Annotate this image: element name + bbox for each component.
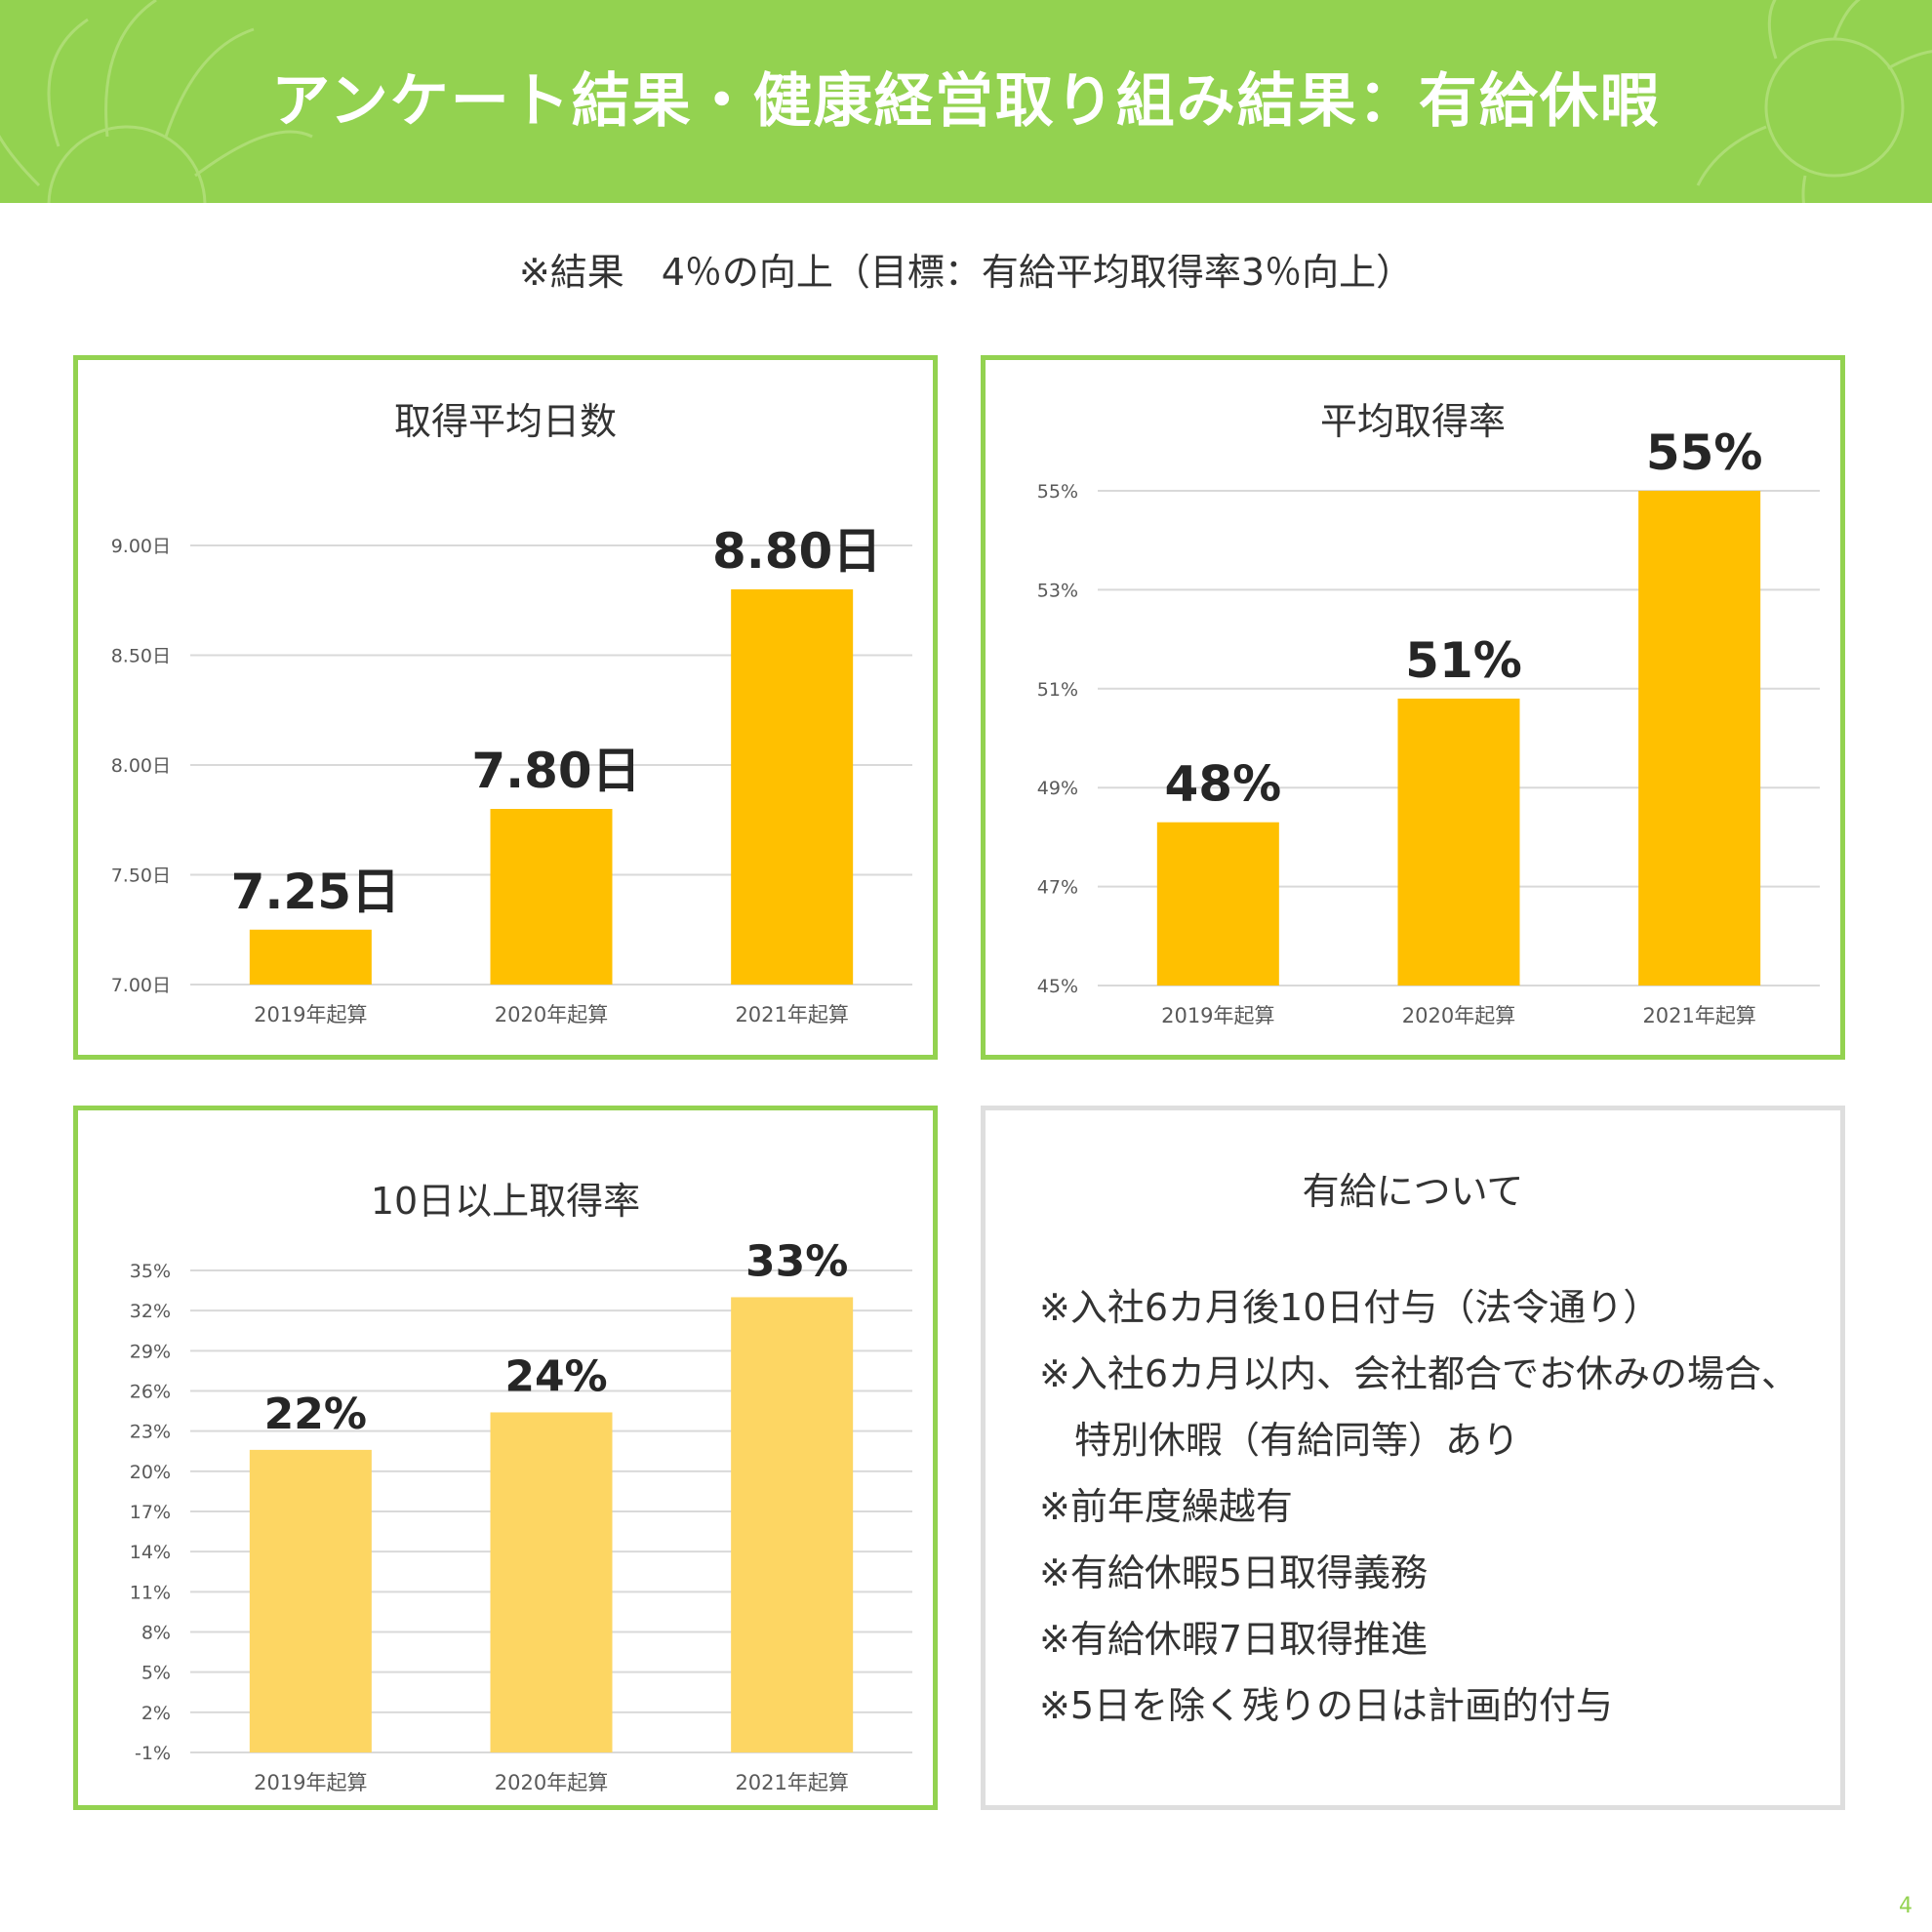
y-tick-label: 2%	[141, 1703, 171, 1724]
bar-value-label: 22%	[264, 1389, 367, 1439]
x-category-label: 2019年起算	[1161, 1004, 1274, 1027]
y-tick-label: 5%	[141, 1663, 171, 1684]
chart-title: 10日以上取得率	[370, 1180, 641, 1223]
bar	[490, 1412, 613, 1752]
x-category-label: 2021年起算	[1642, 1004, 1755, 1027]
bar	[1638, 491, 1761, 986]
y-tick-label: 20%	[130, 1462, 171, 1483]
header-banner: アンケート結果・健康経営取り組み結果：有給休暇	[0, 0, 1932, 203]
x-category-label: 2020年起算	[495, 1771, 608, 1794]
bar-value-label: 24%	[504, 1351, 607, 1401]
y-tick-label: 7.00日	[111, 975, 171, 996]
bar-value-label: 33%	[745, 1236, 848, 1286]
bar-value-label: 7.25日	[231, 864, 400, 920]
result-subtitle: ※結果 4％の向上（目標：有給平均取得率3％向上）	[518, 251, 1414, 294]
info-line: ※有給休暇5日取得義務	[1039, 1551, 1429, 1594]
info-line: ※前年度繰越有	[1039, 1485, 1293, 1528]
y-tick-label: 8.50日	[111, 646, 171, 667]
bar	[1156, 822, 1279, 986]
y-tick-label: 35%	[130, 1261, 171, 1282]
chart-panel-avg-days: 取得平均日数 7.00日 7.50日 8.00日 8.50日 9.00日 2019年起算 7…	[73, 355, 938, 1060]
bar-value-label: 48%	[1164, 756, 1281, 813]
page-number: 4	[1899, 1894, 1912, 1918]
y-tick-label: 17%	[130, 1502, 171, 1523]
y-tick-label: 49%	[1037, 778, 1078, 799]
x-category-label: 2019年起算	[254, 1003, 367, 1026]
bar	[731, 1297, 854, 1752]
info-line: ※入社6カ月後10日付与（法令通り）	[1039, 1286, 1661, 1329]
y-tick-label: 14%	[130, 1542, 171, 1563]
y-tick-label: 47%	[1037, 877, 1078, 899]
bar-value-label: 7.80日	[471, 743, 640, 799]
info-list: ※入社6カ月後10日付与（法令通り） ※入社6カ月以内、会社都合でお休みの場合、…	[1039, 1274, 1798, 1739]
x-category-label: 2020年起算	[1402, 1004, 1515, 1027]
bar	[490, 809, 613, 985]
y-tick-label: 51%	[1037, 679, 1078, 701]
info-line: 特別休暇（有給同等）あり	[1074, 1419, 1520, 1462]
y-tick-label: 8%	[141, 1623, 171, 1644]
y-tick-label: 55%	[1037, 481, 1078, 503]
bar	[731, 589, 854, 985]
ten-day-rate-bar-chart: -1% 2% 5% 8% 11% 14% 17% 20% 23% 26% 29% 32% 35% 2019…	[130, 1236, 912, 1794]
chart-panel-10day-rate: 10日以上取得率 -1% 2% 5% 8% 11% 14% 17% 20% 23% 26% 29% 3…	[73, 1106, 938, 1810]
sunflower-decoration-icon	[0, 0, 1932, 203]
x-category-label: 2020年起算	[495, 1003, 608, 1026]
bar	[249, 1449, 372, 1752]
x-category-label: 2021年起算	[735, 1771, 848, 1794]
paid-leave-info-panel: 有給について ※入社6カ月後10日付与（法令通り） ※入社6カ月以内、会社都合で…	[981, 1106, 1845, 1810]
y-tick-label: -1%	[135, 1743, 171, 1764]
chart-panel-avg-rate: 平均取得率 45% 47% 49% 51% 53% 55% 2019年起算 48% 2020年起…	[981, 355, 1845, 1060]
avg-rate-bar-chart: 45% 47% 49% 51% 53% 55% 2019年起算 48% 2020年起算 51% 20…	[1037, 424, 1820, 1027]
info-line: ※有給休暇7日取得推進	[1039, 1618, 1429, 1661]
y-tick-label: 29%	[130, 1341, 171, 1362]
y-tick-label: 26%	[130, 1382, 171, 1403]
y-tick-label: 7.50日	[111, 865, 171, 887]
bar-value-label: 55%	[1646, 424, 1763, 481]
info-line: ※入社6カ月以内、会社都合でお休みの場合、	[1039, 1352, 1799, 1395]
y-tick-label: 23%	[130, 1422, 171, 1443]
y-tick-label: 45%	[1037, 976, 1078, 997]
bar	[249, 929, 372, 985]
y-tick-label: 11%	[130, 1582, 171, 1603]
bar	[1397, 698, 1520, 986]
y-tick-label: 32%	[130, 1301, 171, 1322]
bar-value-label: 51%	[1405, 632, 1522, 689]
page-title: アンケート結果・健康経営取り組み結果：有給休暇	[271, 67, 1661, 136]
chart-title: 取得平均日数	[393, 400, 617, 443]
info-line: ※5日を除く残りの日は計画的付与	[1039, 1684, 1614, 1727]
info-title: 有給について	[1302, 1170, 1524, 1213]
y-tick-label: 8.00日	[111, 755, 171, 777]
x-category-label: 2019年起算	[254, 1771, 367, 1794]
chart-title: 平均取得率	[1319, 400, 1506, 443]
y-tick-label: 53%	[1037, 580, 1078, 601]
avg-days-bar-chart: 7.00日 7.50日 8.00日 8.50日 9.00日 2019年起算 7.25日 202…	[111, 523, 912, 1026]
bar-value-label: 8.80日	[712, 523, 881, 580]
x-category-label: 2021年起算	[735, 1003, 848, 1026]
y-tick-label: 9.00日	[111, 536, 171, 557]
